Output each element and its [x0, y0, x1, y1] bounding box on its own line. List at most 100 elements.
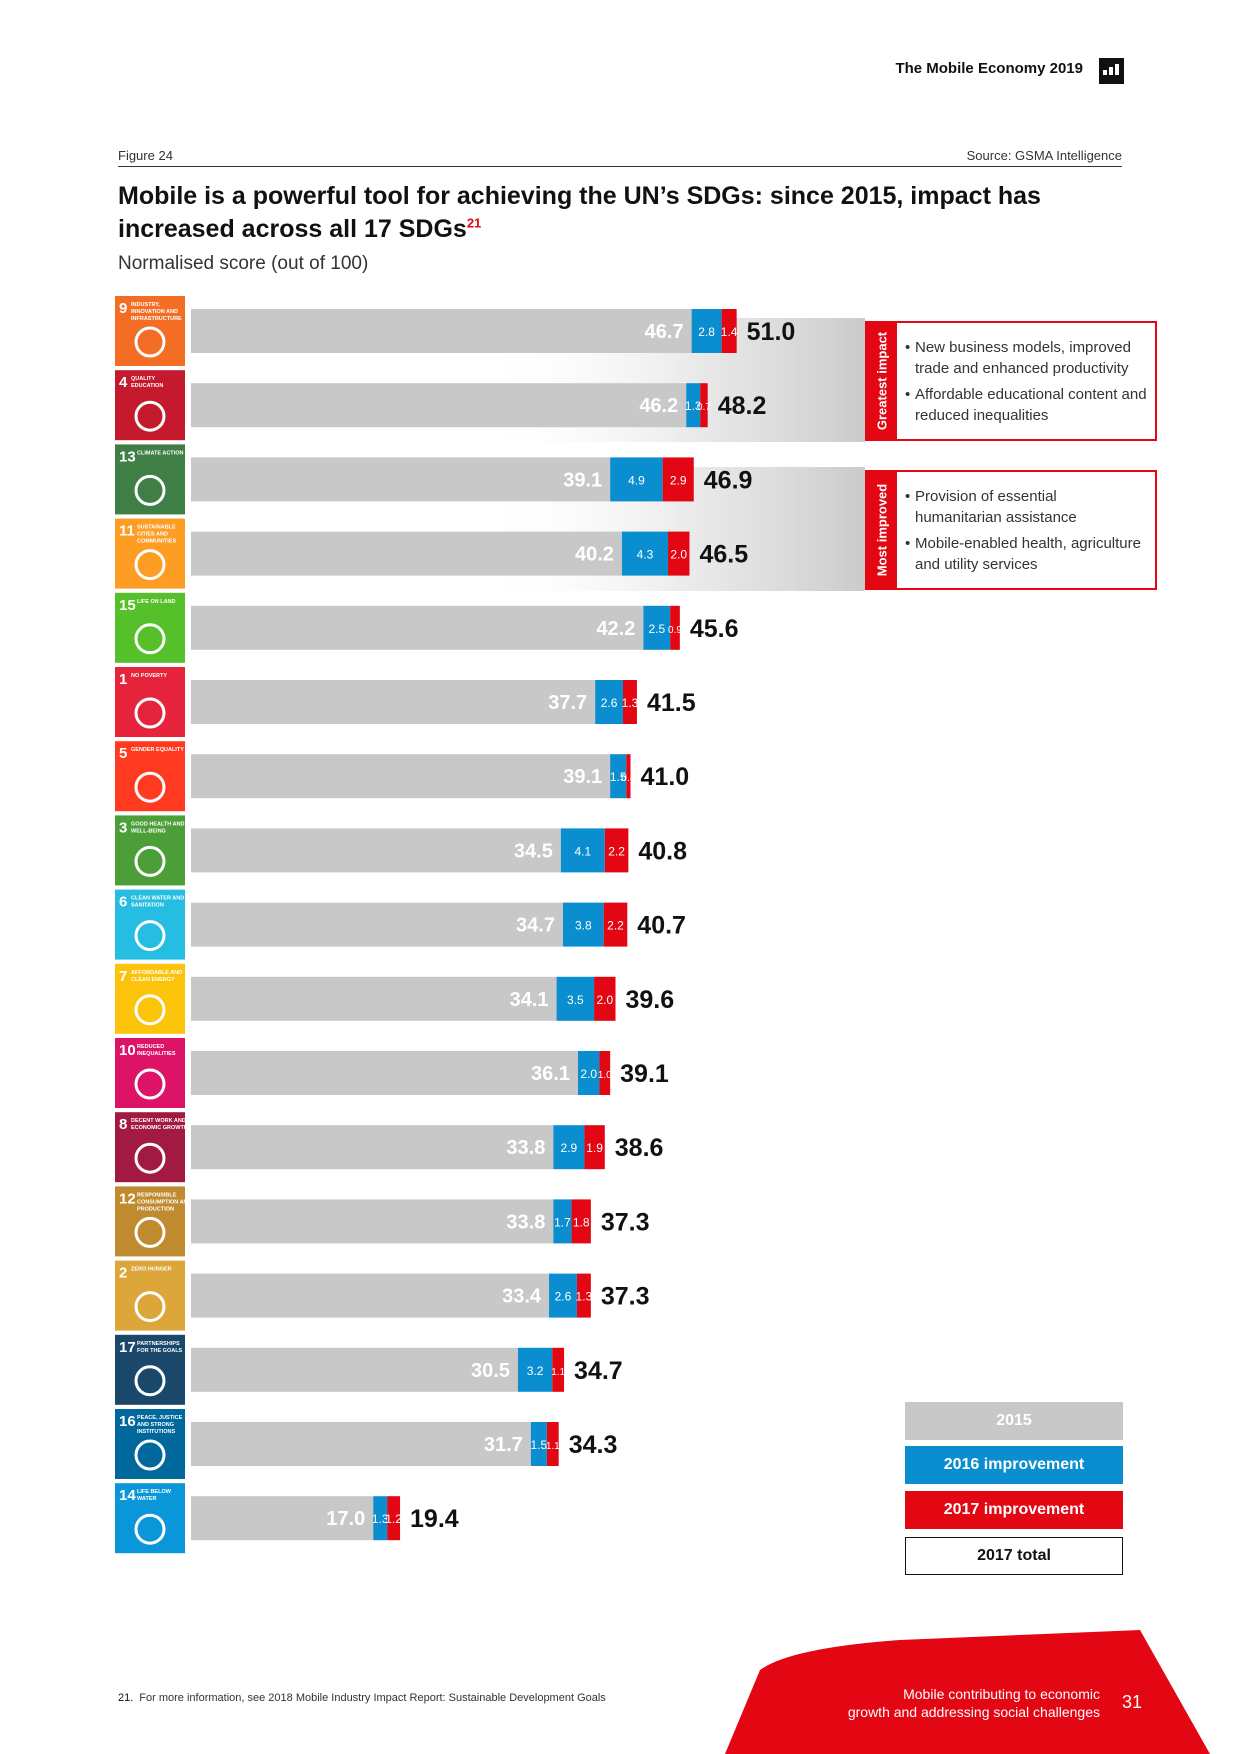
label-2016-improvement: 2.5	[648, 622, 665, 636]
sdg-name: EDUCATION	[131, 383, 163, 389]
label-2015: 31.7	[484, 1434, 523, 1456]
sdg-emblem-icon	[134, 1216, 166, 1248]
label-2017-total: 41.0	[641, 763, 690, 791]
label-2016-improvement: 3.5	[567, 993, 584, 1007]
figure-rule	[118, 166, 1122, 167]
label-2015: 36.1	[531, 1063, 570, 1085]
bar-2017-improvement	[668, 531, 690, 576]
bar-2016-improvement	[556, 976, 595, 1021]
sdg-name: AND STRONG	[137, 1422, 174, 1428]
bar-2015	[191, 1496, 374, 1541]
bar-2015	[191, 902, 563, 947]
bar-2015	[191, 754, 611, 799]
label-2017-total: 19.4	[410, 1505, 459, 1533]
sdg-number: 17	[119, 1339, 136, 1356]
sdg-emblem-icon	[134, 1068, 166, 1100]
bar-2017-improvement	[626, 754, 631, 799]
sdg-number: 1	[119, 671, 127, 688]
sdg-7-icon	[115, 963, 185, 1034]
sdg-name: INFRASTRUCTURE	[131, 316, 182, 322]
label-2017-improvement: 2.2	[608, 844, 625, 858]
sdg-name: ZERO HUNGER	[131, 1267, 172, 1273]
label-2017-improvement: 0.9	[668, 625, 682, 636]
sdg-number: 9	[119, 300, 127, 317]
sdg-name: PARTNERSHIPS	[137, 1341, 180, 1347]
label-2017-improvement: 1.2	[385, 1512, 402, 1526]
label-2016-improvement: 1.7	[554, 1215, 571, 1229]
sdg-8-icon	[115, 1112, 185, 1183]
bar-2015	[191, 1051, 578, 1095]
bar-2016-improvement	[517, 1347, 553, 1392]
label-2017-total: 48.2	[718, 392, 767, 420]
bar-2016-improvement	[686, 383, 701, 428]
bar-2017-improvement	[552, 1347, 565, 1392]
sdg-name: SUSTAINABLE	[137, 525, 176, 531]
label-2015: 39.1	[563, 469, 602, 491]
bar-2017-improvement	[662, 457, 694, 502]
page-number: 31	[1122, 1692, 1143, 1712]
label-2017-improvement: 2.0	[596, 993, 613, 1007]
label-2016-improvement: 2.8	[698, 325, 715, 339]
sdg-number: 8	[119, 1116, 127, 1133]
greatest-impact-point: New business models, improved trade and …	[905, 337, 1147, 379]
bar-2015	[191, 1125, 554, 1170]
label-2015: 37.7	[548, 692, 587, 714]
label-2016-improvement: 2.6	[601, 696, 618, 710]
sdg-16-icon	[115, 1409, 185, 1479]
label-2016-improvement: 2.9	[561, 1141, 578, 1155]
sdg-11-icon	[115, 518, 185, 589]
sdg-name: CITIES AND	[137, 532, 168, 538]
sdg-number: 13	[119, 448, 136, 465]
sdg-emblem-icon	[134, 1142, 166, 1174]
label-2015: 33.4	[502, 1286, 542, 1308]
bar-2017-improvement	[700, 383, 708, 428]
label-2017-improvement: 1.8	[573, 1215, 590, 1229]
label-2017-improvement: 1.4	[721, 325, 738, 339]
sdg-4-icon	[115, 370, 185, 441]
most-improved-point: Mobile-enabled health, agriculture and u…	[905, 533, 1147, 575]
bar-2015	[191, 680, 596, 724]
sdg-name: PEACE, JUSTICE	[137, 1415, 183, 1421]
label-2015: 17.0	[326, 1508, 365, 1530]
sdg-emblem-icon	[134, 920, 166, 952]
label-2015: 46.7	[645, 321, 684, 343]
sdg-number: 7	[119, 968, 127, 985]
label-2017-improvement: 1.0	[598, 1070, 612, 1081]
sdg-name: GOOD HEALTH AND	[131, 821, 184, 827]
label-2017-total: 41.5	[647, 689, 696, 717]
label-2016-improvement: 1.5	[610, 770, 627, 784]
sdg-2-icon	[115, 1260, 185, 1331]
bar-2016-improvement	[530, 1422, 547, 1466]
sdg-number: 3	[119, 819, 127, 836]
label-2017-improvement: 2.0	[670, 548, 687, 562]
bar-2016-improvement	[643, 605, 671, 650]
legend-2015: 2015	[905, 1402, 1123, 1440]
bar-2015	[191, 605, 644, 650]
sdg-emblem-icon	[134, 994, 166, 1026]
sdg-name: CLIMATE ACTION	[137, 450, 183, 456]
label-2017-improvement: 1.1	[546, 1441, 560, 1452]
sdg-emblem-icon	[134, 1439, 166, 1471]
sdg-number: 4	[119, 374, 128, 391]
sdg-emblem-icon	[134, 771, 166, 803]
most-improved-tab: Most improved	[867, 472, 897, 588]
label-2015: 33.8	[506, 1211, 545, 1233]
sdg-number: 16	[119, 1413, 136, 1430]
label-2015: 34.1	[510, 989, 549, 1011]
sdg-emblem-icon	[134, 623, 166, 655]
bar-2016-improvement	[560, 828, 605, 873]
footnote: 21. For more information, see 2018 Mobile…	[118, 1692, 606, 1704]
gsma-logo-icon	[1099, 58, 1124, 84]
figure-subtitle: Normalised score (out of 100)	[118, 253, 369, 274]
sdg-name: ECONOMIC GROWTH	[131, 1125, 188, 1131]
figure-source: Source: GSMA Intelligence	[966, 148, 1122, 163]
label-2016-improvement: 4.1	[574, 844, 591, 858]
bar-2016-improvement	[610, 457, 663, 502]
bar-2015	[191, 531, 622, 576]
label-2017-improvement: 1.3	[622, 696, 639, 710]
bar-2015	[191, 1199, 554, 1244]
label-2016-improvement: 1.3	[685, 399, 702, 413]
callout-most-improved: Most improved Provision of essential hum…	[865, 470, 1157, 590]
bar-2016-improvement	[549, 1273, 577, 1318]
most-improved-point: Provision of essential humanitarian assi…	[905, 486, 1147, 528]
